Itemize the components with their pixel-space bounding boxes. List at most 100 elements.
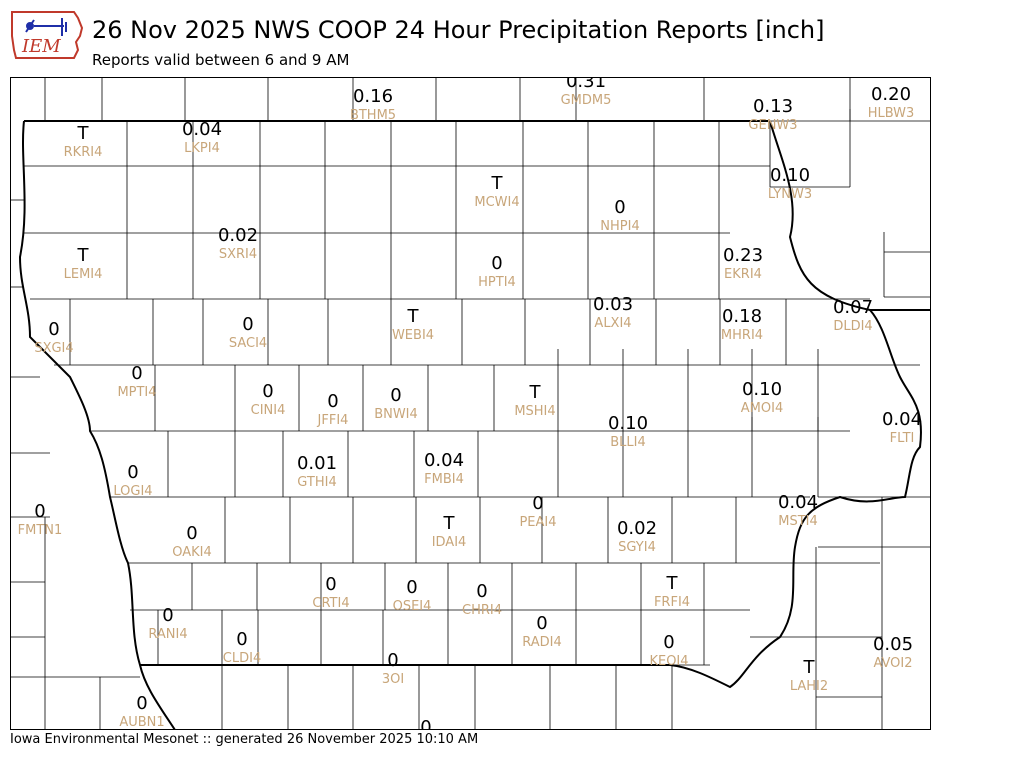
station-id-label: LAHI2 (790, 679, 828, 694)
precip-value: 0.03 (593, 294, 633, 315)
precip-value: T (491, 173, 504, 194)
map-subtitle: Reports valid between 6 and 9 AM (92, 51, 350, 69)
station-id-label: AVOI2 (873, 656, 912, 671)
station-id-label: MSHI4 (514, 404, 555, 419)
precip-value: 0 (536, 613, 547, 634)
precip-value: 0 (325, 574, 336, 595)
station-id-label: GMDM5 (561, 93, 612, 108)
precip-value: 0 (532, 493, 543, 514)
station-id-label: HLBW3 (868, 106, 915, 121)
station-id-label: 3OI (382, 672, 404, 687)
station-id-label: CHRI4 (462, 603, 502, 618)
precip-value: 0 (614, 197, 625, 218)
station-id-label: SGYI4 (618, 540, 656, 555)
station-id-label: MPTI4 (117, 385, 156, 400)
station-id-label: JFFI4 (317, 413, 349, 428)
station-id-label: NHPI4 (600, 219, 639, 234)
precip-value: 0 (406, 577, 417, 598)
station-id-label: OSEI4 (393, 599, 432, 614)
station-id-label: LYNW3 (768, 187, 812, 202)
logo-text: IEM (21, 36, 61, 57)
precip-value: 0 (34, 501, 45, 522)
precip-value: 0 (136, 693, 147, 714)
precip-value: 0.18 (722, 306, 762, 327)
station-id-label: KEOI4 (649, 654, 688, 669)
precip-value: 0 (491, 253, 502, 274)
station-id-label: BNWI4 (374, 407, 418, 422)
precip-value: 0 (48, 319, 59, 340)
station-id-label: RKRI4 (64, 145, 103, 160)
precip-value: 0.04 (424, 450, 464, 471)
precip-value: 0.02 (218, 225, 258, 246)
station-id-label: IDAI4 (432, 535, 467, 550)
station-id-label: BLLI4 (610, 435, 646, 450)
map-title: 26 Nov 2025 NWS COOP 24 Hour Precipitati… (92, 16, 825, 44)
precip-value: 0 (186, 523, 197, 544)
station-unlabeled: 0 (420, 717, 431, 730)
station-id-label: GTHI4 (297, 475, 336, 490)
station-id-label: LKPI4 (184, 141, 220, 156)
precip-value: T (666, 573, 679, 594)
station-id-label: BTHM5 (350, 108, 396, 123)
station-id-label: AUBN1 (119, 715, 164, 730)
station-id-label: FRFI4 (654, 595, 690, 610)
station-id-label: CRTI4 (312, 596, 349, 611)
precip-value: 0 (663, 632, 674, 653)
station-id-label: WEBI4 (392, 328, 434, 343)
precip-value: 0.04 (882, 409, 922, 430)
station-id-label: OAKI4 (172, 545, 212, 560)
precip-value: 0 (162, 605, 173, 626)
county-boundaries (10, 77, 931, 730)
station-id-label: HPTI4 (478, 275, 516, 290)
station-id-label: FMBI4 (424, 472, 464, 487)
station-id-label: ALXI4 (594, 316, 631, 331)
station-id-label: FLTI (890, 431, 915, 446)
precip-value: 0.04 (778, 492, 818, 513)
station-id-label: MHRI4 (721, 328, 763, 343)
precip-value: 0 (476, 581, 487, 602)
footer-credit: Iowa Environmental Mesonet :: generated … (10, 732, 479, 747)
station-id-label: CLDI4 (223, 651, 261, 666)
station-id-label: CINI4 (251, 403, 286, 418)
precip-value: 0 (327, 391, 338, 412)
station-id-label: EKRI4 (724, 267, 762, 282)
precip-value: 0 (387, 650, 398, 671)
precip-value: T (77, 123, 90, 144)
precip-value: 0.04 (182, 119, 222, 140)
station-id-label: AMOI4 (741, 401, 783, 416)
precip-value: 0.10 (742, 379, 782, 400)
station-id-label: MCWI4 (474, 195, 519, 210)
station-id-label: MSTI4 (778, 514, 818, 529)
station-id-label: RADI4 (522, 635, 562, 650)
station-id-label: DLDI4 (833, 319, 872, 334)
